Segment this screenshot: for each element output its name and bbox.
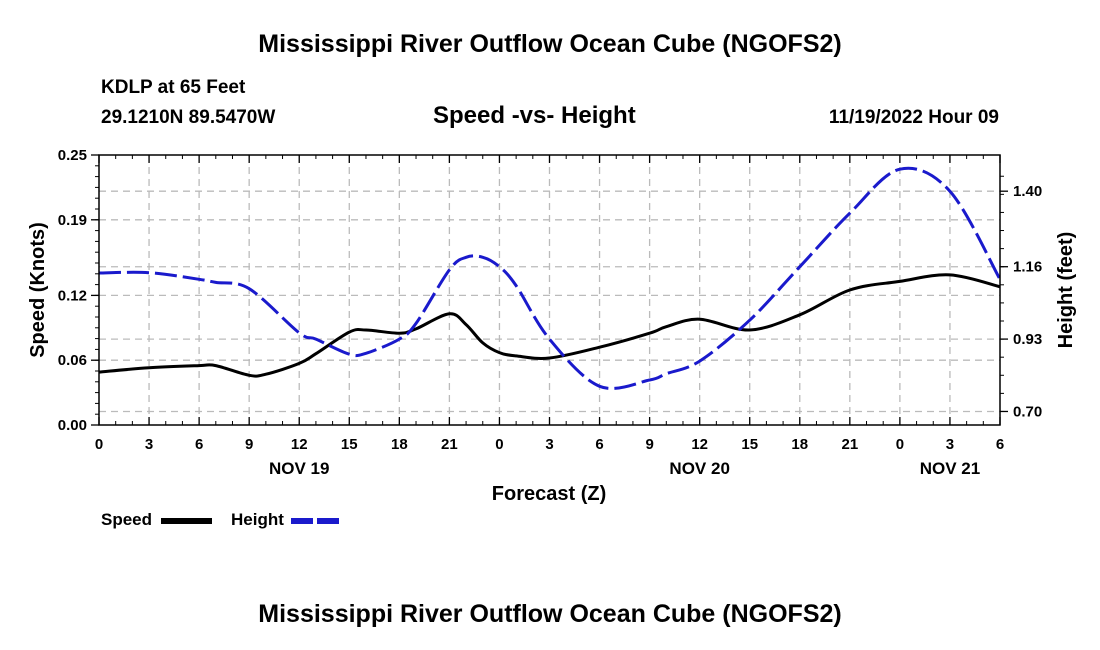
x-tick-label: 6 — [996, 436, 1004, 453]
x-tick-label: 3 — [545, 436, 553, 453]
speed-series-line — [98, 273, 1001, 378]
legend-height-label: Height — [231, 510, 284, 529]
x-tick-label: 15 — [741, 436, 758, 453]
legend-speed-swatch — [161, 518, 212, 524]
x-tick-label: 18 — [791, 436, 808, 453]
y2-tick-label: 1.16 — [1013, 259, 1042, 276]
y-tick-label: 0.25 — [58, 147, 87, 164]
chart-subtitle: Speed -vs- Height — [433, 102, 636, 129]
x-tick-label: 15 — [341, 436, 358, 453]
legend-height-swatch — [291, 518, 342, 524]
x-tick-label: 12 — [691, 436, 708, 453]
y2-tick-label: 0.93 — [1013, 331, 1042, 348]
date-label: NOV 19 — [269, 459, 329, 478]
x-tick-label: 21 — [841, 436, 858, 453]
y-tick-label: 0.19 — [58, 212, 87, 229]
y2-tick-label: 1.40 — [1013, 183, 1042, 200]
y-tick-label: 0.00 — [58, 417, 87, 434]
y-tick-label: 0.12 — [58, 287, 87, 304]
date-label: NOV 21 — [920, 459, 980, 478]
legend-speed-label: Speed — [101, 510, 153, 529]
x-tick-label: 3 — [946, 436, 954, 453]
x-tick-label: 6 — [195, 436, 203, 453]
x-tick-label: 6 — [595, 436, 603, 453]
x-tick-label: 12 — [291, 436, 308, 453]
x-tick-label: 0 — [896, 436, 904, 453]
station-label: KDLP at 65 Feet — [101, 77, 246, 98]
y-tick-label: 0.06 — [58, 352, 87, 369]
x-tick-label: 9 — [645, 436, 653, 453]
y2-tick-label: 0.70 — [1013, 403, 1042, 420]
x-tick-label: 0 — [495, 436, 503, 453]
speed-height-chart: 0 3 6 9 12 15 18 21 0 3 6 9 12 15 18 21 0 3 6 NOV 19 NOV 20 N… — [27, 147, 1077, 505]
footer-title: Mississippi River Outflow Ocean Cube (NG… — [258, 600, 842, 628]
height-series-line — [98, 166, 1002, 390]
x-tick-label: 3 — [145, 436, 153, 453]
y-axis-title: Speed (Knots) — [27, 222, 49, 358]
grid — [99, 155, 1000, 425]
series-layer — [98, 166, 1002, 390]
axis-labels: 0 3 6 9 12 15 18 21 0 3 6 9 12 15 18 21 0 3 6 NOV 19 NOV 20 N… — [58, 147, 1042, 478]
datetime-label: 11/19/2022 Hour 09 — [828, 107, 999, 128]
y2-axis-title: Height (feet) — [1055, 232, 1077, 349]
axis-ticks — [91, 154, 1008, 426]
main-title: Mississippi River Outflow Ocean Cube (NG… — [258, 30, 842, 58]
date-label: NOV 20 — [669, 459, 729, 478]
x-tick-label: 21 — [441, 436, 458, 453]
coordinates-label: 29.1210N 89.5470W — [101, 107, 276, 128]
x-tick-label: 9 — [245, 436, 253, 453]
x-tick-label: 18 — [391, 436, 408, 453]
x-tick-label: 0 — [95, 436, 103, 453]
x-axis-title: Forecast (Z) — [492, 483, 606, 505]
